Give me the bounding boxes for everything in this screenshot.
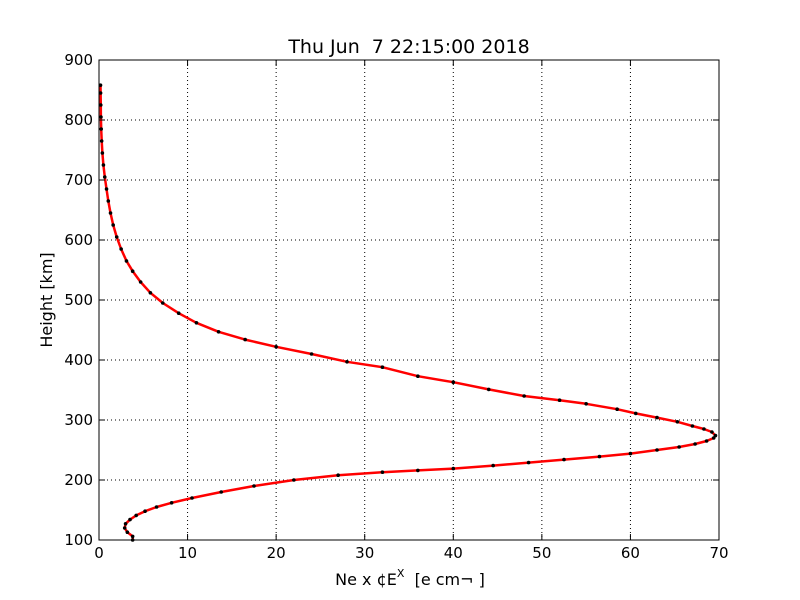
y-tick-label: 400	[64, 351, 93, 369]
x-tick-label: 70	[709, 544, 728, 562]
data-point	[160, 301, 165, 305]
chart-title: Thu Jun 7 22:15:00 2018	[287, 36, 529, 58]
y-tick-label: 700	[64, 171, 93, 189]
x-tick-label: 50	[532, 544, 551, 562]
y-tick-label: 800	[64, 111, 93, 129]
x-axis-label: Ne x ¢EX [e cm¬ ]	[335, 567, 485, 589]
x-axis-label-main: Ne x ¢E	[335, 570, 397, 589]
data-point	[557, 398, 562, 403]
data-point	[690, 424, 695, 428]
data-point	[111, 223, 115, 227]
data-point	[102, 175, 107, 179]
data-point	[693, 442, 697, 446]
data-point	[380, 470, 385, 475]
data-point	[710, 430, 714, 434]
data-point	[108, 211, 113, 215]
data-point	[190, 496, 194, 500]
data-point	[562, 457, 566, 462]
data-point	[125, 530, 130, 534]
data-point	[655, 448, 659, 452]
data-point	[134, 513, 138, 518]
series-layer	[98, 83, 718, 542]
data-point	[99, 139, 104, 143]
data-point	[194, 321, 199, 325]
data-point	[119, 247, 123, 251]
data-point	[130, 269, 135, 274]
data-point	[216, 330, 221, 334]
data-point	[416, 468, 420, 473]
data-point	[100, 151, 105, 155]
data-point	[451, 466, 456, 471]
x-axis-label-superscript: X	[397, 567, 405, 580]
tick-layer: 0 10 20 30 40 50 60 70 100 200 300 400 500 600 700 800 9…	[64, 51, 728, 562]
data-point	[130, 534, 135, 539]
data-point	[219, 490, 224, 494]
x-tick-label: 10	[178, 544, 197, 562]
data-point	[702, 427, 706, 431]
x-tick-label: 20	[267, 544, 286, 562]
data-point	[677, 445, 681, 449]
x-tick-label: 40	[444, 544, 463, 562]
data-point	[713, 433, 718, 438]
data-point	[380, 365, 385, 370]
data-point	[704, 439, 709, 443]
data-point	[123, 522, 128, 526]
data-point	[584, 402, 588, 406]
x-tick-label: 0	[94, 544, 104, 562]
y-tick-label: 500	[64, 291, 93, 309]
x-axis-label-units: [e cm¬ ]	[404, 570, 484, 589]
data-point	[98, 91, 103, 95]
grid-lines	[98, 59, 720, 541]
data-point	[176, 311, 181, 316]
y-axis-label: Height [km]	[37, 252, 56, 347]
data-point	[274, 345, 278, 349]
data-point	[252, 484, 256, 488]
data-point	[128, 517, 132, 522]
data-point	[655, 415, 659, 420]
data-point	[292, 478, 296, 482]
x-tick-label: 60	[621, 544, 640, 562]
data-point	[628, 451, 633, 456]
data-point	[615, 407, 619, 412]
data-point	[633, 411, 638, 416]
data-point	[143, 509, 147, 513]
data-point	[99, 115, 103, 119]
data-point	[154, 505, 159, 509]
data-point	[491, 463, 495, 468]
x-tick-label: 30	[355, 544, 374, 562]
data-point	[106, 199, 111, 203]
data-point	[336, 473, 340, 478]
data-point	[309, 352, 314, 356]
data-point	[114, 235, 119, 239]
data-point	[416, 374, 420, 379]
data-point	[124, 259, 129, 263]
data-point	[138, 280, 143, 284]
data-point	[148, 291, 153, 295]
y-tick-label: 200	[64, 471, 93, 489]
series-line	[99, 85, 717, 540]
data-point	[597, 454, 602, 459]
data-point	[675, 420, 680, 424]
data-point	[522, 394, 526, 398]
y-tick-label: 300	[64, 411, 93, 429]
data-point	[243, 337, 247, 342]
data-point	[345, 360, 349, 364]
data-point	[122, 526, 127, 530]
data-point	[104, 187, 109, 191]
data-point	[98, 83, 103, 87]
data-point	[486, 387, 491, 392]
data-point	[169, 501, 174, 505]
data-point	[101, 163, 106, 167]
y-tick-label: 900	[64, 51, 93, 69]
y-tick-label: 100	[64, 531, 93, 549]
y-tick-label: 600	[64, 231, 93, 249]
data-point	[451, 380, 456, 385]
data-point	[99, 127, 104, 131]
data-point	[98, 103, 103, 107]
data-point	[526, 460, 531, 465]
